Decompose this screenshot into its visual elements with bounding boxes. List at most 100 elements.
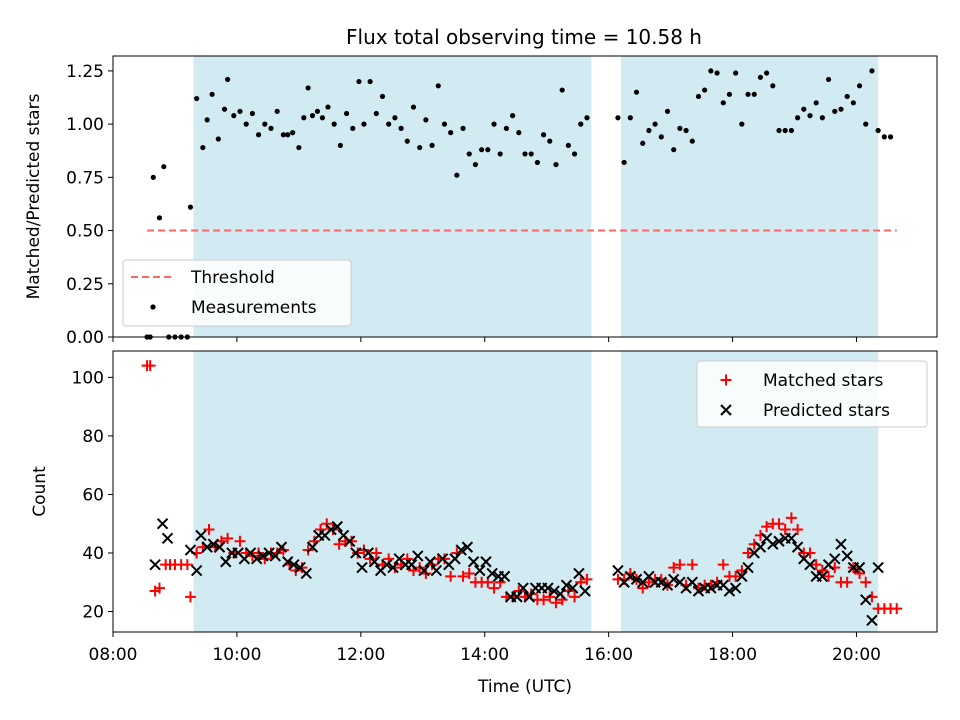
predicted-star-point (257, 550, 269, 562)
predicted-star-point (686, 576, 698, 588)
predicted-star-point (343, 535, 356, 547)
measurement-point (801, 106, 807, 112)
measurement-point (825, 76, 832, 83)
measurements-legend-label: Measurements (191, 298, 317, 318)
matched-star-point (445, 570, 457, 582)
measurement-point (231, 113, 237, 119)
measurement-point (215, 136, 221, 142)
matched-star-point (773, 518, 785, 530)
measurement-point (776, 127, 782, 134)
matched-star-point (816, 565, 828, 577)
predicted-star-point (841, 550, 853, 562)
measurement-point (770, 83, 776, 89)
predicted-star-point (325, 523, 337, 536)
measurement-point (361, 121, 367, 127)
measurement-point (194, 95, 200, 102)
measurement-point (887, 134, 894, 140)
measurement-point (745, 91, 751, 97)
predicted-star-point (184, 544, 197, 556)
measurement-point (331, 121, 337, 127)
predicted-star-point (263, 547, 275, 559)
measurement-point (695, 93, 702, 100)
measurement-point (466, 151, 472, 157)
matched-star-point (321, 518, 333, 530)
predicted-star-point (405, 558, 418, 571)
matched-star-point (804, 547, 816, 559)
x-tick-label: 20:00 (832, 645, 881, 665)
matched-star-point (717, 559, 729, 571)
matched-star-point (153, 582, 165, 594)
measurement-point (764, 70, 770, 76)
predicted-star-point (418, 564, 430, 577)
measurement-point (497, 151, 503, 157)
measurement-point (615, 115, 621, 121)
matched-star-point (234, 535, 246, 547)
predicted-star-point (300, 567, 313, 580)
predicted-star-point (554, 588, 567, 600)
measurement-point (417, 144, 423, 151)
top-y-axis-label: Matched/Predicted stars (24, 93, 44, 299)
measurement-point (262, 121, 268, 127)
matched-star-point (544, 591, 556, 603)
bottom-y-axis-label: Count (30, 466, 50, 517)
matched-star-point (438, 553, 450, 565)
predicted-star-point (387, 561, 399, 574)
measurement-point (460, 125, 466, 131)
measurement-point (435, 83, 441, 89)
measurement-point (423, 117, 429, 123)
predicted-star-point (474, 564, 486, 577)
predicted-star-point (816, 570, 829, 583)
measurement-point (664, 108, 671, 114)
measurement-point (571, 151, 578, 157)
matched-star-point (730, 570, 742, 582)
measurement-point (503, 125, 510, 131)
predicted-star-point (449, 553, 461, 565)
predicted-star-point (729, 582, 742, 594)
measurement-point (454, 172, 460, 178)
measurement-point (832, 108, 838, 114)
measurement-point (689, 138, 695, 144)
observing-span-1 (621, 56, 879, 337)
bottom-legend-box (696, 360, 928, 428)
y-tick-label: 0.75 (66, 168, 104, 188)
measurement-point (187, 204, 194, 210)
matched-star-point (296, 562, 308, 574)
measurement-point (209, 91, 215, 97)
measurement-point (367, 78, 373, 85)
predicted-star-point (548, 585, 560, 597)
measurement-point (280, 132, 286, 138)
matched-star-point (823, 570, 835, 582)
threshold-legend-label: Threshold (190, 268, 275, 288)
measurement-point (350, 125, 356, 131)
matched-star-point (860, 576, 872, 588)
measurement-point (373, 110, 379, 117)
predicted-star-point (853, 561, 866, 574)
matched-legend-label: Matched stars (763, 371, 883, 391)
x-tick-label: 08:00 (89, 645, 138, 665)
measurement-point (237, 108, 243, 114)
measurement-point (485, 147, 491, 153)
chart-title: Flux total observing time = 10.58 h (346, 25, 702, 49)
measurement-point (757, 74, 764, 80)
measurement-point (225, 76, 231, 83)
predicted-star-point (511, 591, 523, 603)
measurement-point (528, 151, 534, 157)
predicted-star-point (269, 550, 282, 562)
measurement-point (398, 125, 404, 131)
measurement-point (314, 108, 321, 114)
predicted-star-point (207, 538, 220, 550)
predicted-star-point (773, 535, 785, 547)
measurement-point (319, 115, 326, 121)
measurement-point (844, 93, 850, 100)
measurement-point (343, 110, 350, 117)
measurement-point (633, 89, 640, 95)
x-tick-label: 16:00 (584, 645, 633, 665)
measurement-point (386, 121, 392, 127)
measurement-point (856, 83, 863, 89)
measurement-point (522, 151, 528, 157)
predicted-star-point (251, 553, 263, 565)
predicted-star-point (835, 538, 847, 550)
predicted-star-point (624, 570, 637, 583)
predicted-star-point (579, 585, 591, 597)
